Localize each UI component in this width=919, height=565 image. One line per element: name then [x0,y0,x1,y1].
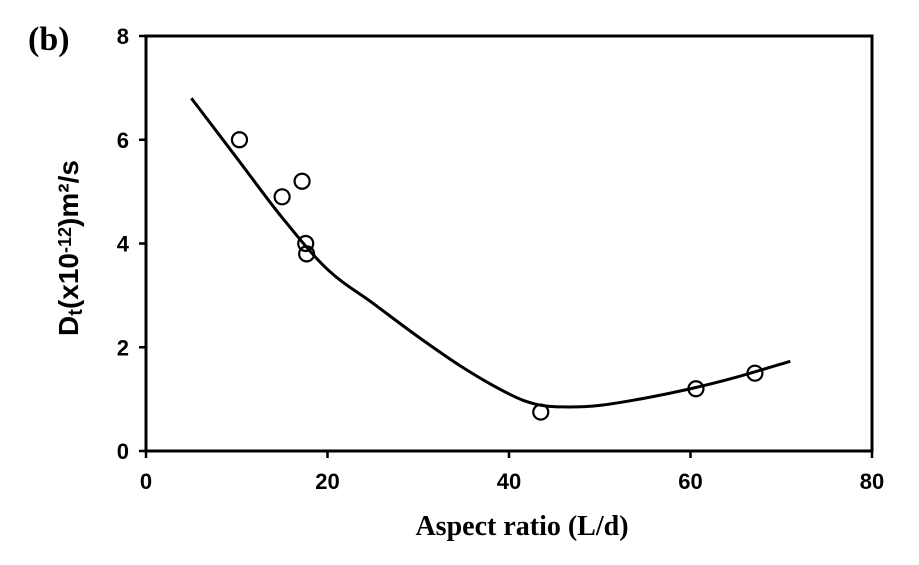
y-tick-label: 0 [117,439,129,464]
svg-text:Dt(x10-12)m²/s: Dt(x10-12)m²/s [53,160,87,336]
data-point [230,131,249,149]
data-points-group [230,131,764,421]
data-point [746,364,764,382]
y-tick-label: 6 [117,128,129,153]
y-label-pre: (x10 [53,253,84,309]
x-tick-label: 80 [860,469,884,494]
data-point [298,245,316,263]
x-axis-label: Aspect ratio (L/d) [415,511,628,542]
x-tick-label: 20 [315,469,339,494]
data-point [687,380,705,398]
y-tick-label: 4 [117,232,130,257]
y-axis-label: Dt(x10-12)m²/s [53,160,87,336]
plot-frame [144,34,874,453]
tick-labels-group: 0 20 40 60 80 0 2 4 6 8 [117,24,884,494]
y-label-post: )m²/s [53,160,84,227]
panel-label: (b) [28,21,70,58]
y-label-main: D [53,316,84,336]
ticks-group [139,34,874,458]
fit-curve-group [190,97,791,409]
x-tick-label: 60 [678,469,702,494]
y-tick-label: 2 [117,335,129,360]
y-tick-label: 8 [117,24,129,49]
y-label-sub: t [65,309,87,316]
data-point [293,172,311,190]
fit-curve [190,97,791,409]
data-point [297,234,315,253]
data-point [273,188,291,206]
data-point [532,403,550,421]
x-tick-label: 0 [140,469,152,494]
y-label-sup: -12 [55,227,75,253]
x-tick-label: 40 [497,469,521,494]
